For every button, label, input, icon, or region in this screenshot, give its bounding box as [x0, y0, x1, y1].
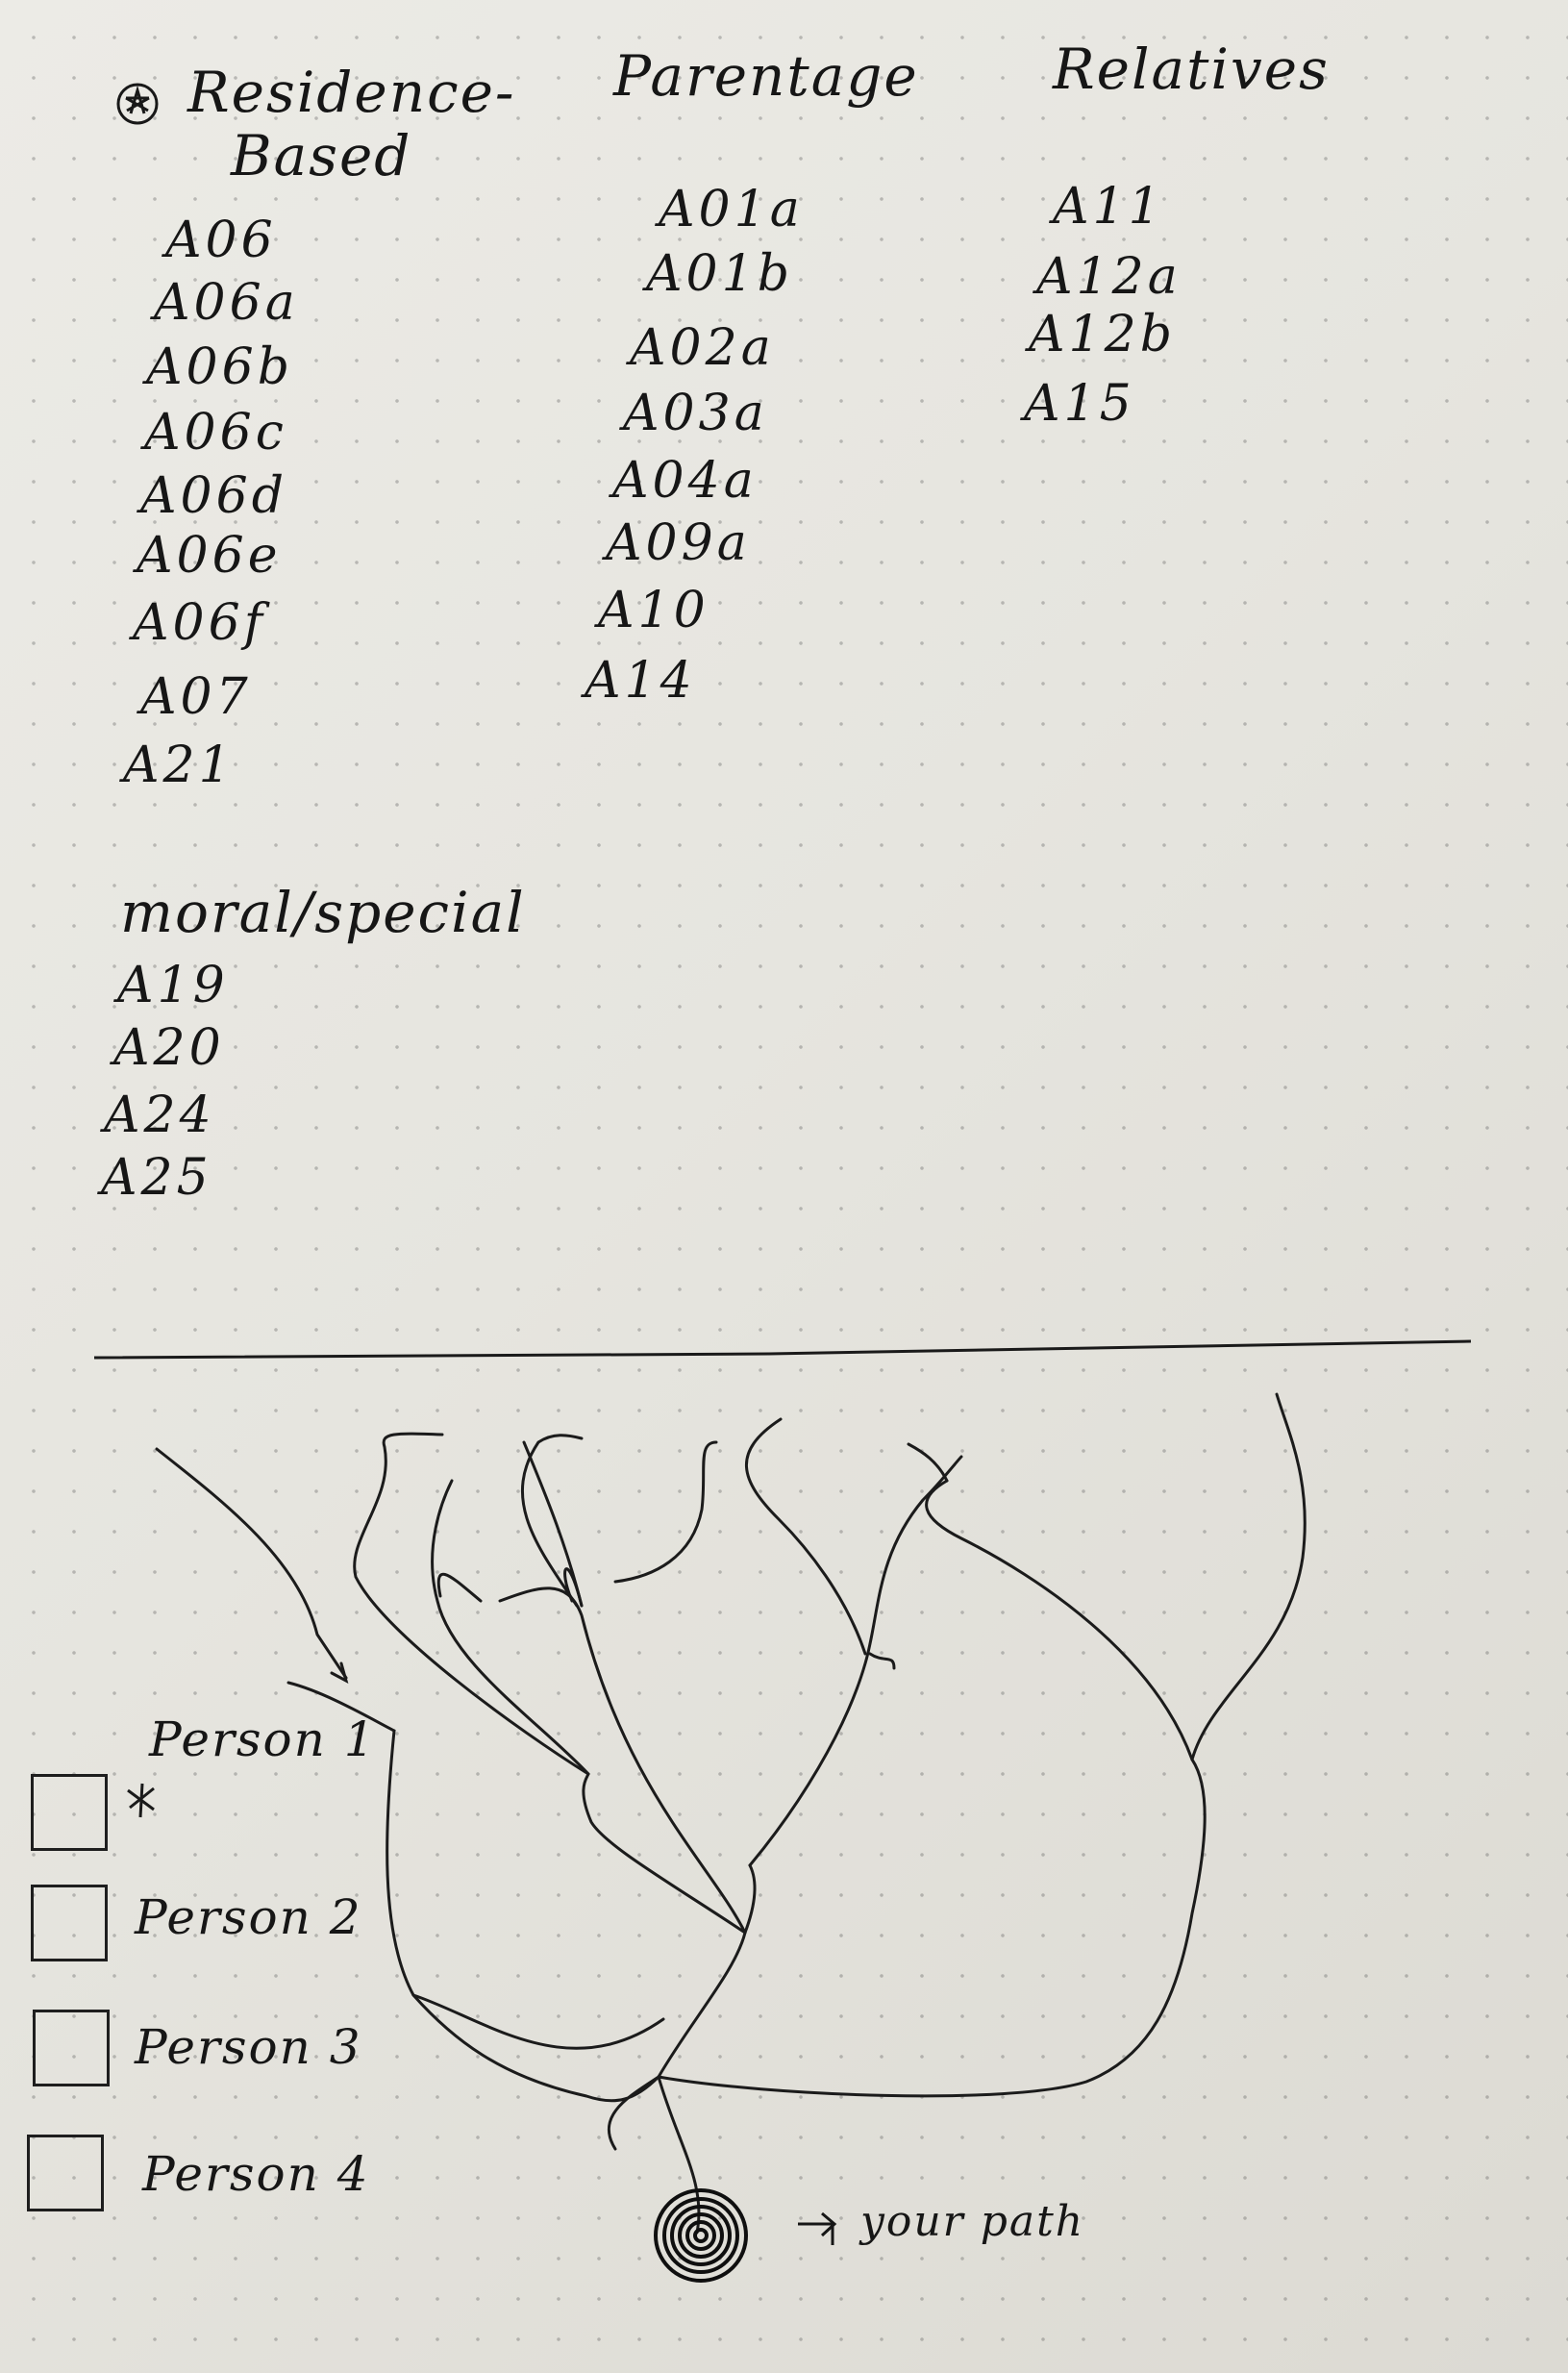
pathway-tree-drawing	[155, 1392, 1307, 2235]
parentage-item: A14	[585, 652, 696, 710]
header-residence-line1: Residence-	[187, 60, 516, 125]
moral-special-item: A24	[104, 1087, 215, 1144]
divider-line	[93, 1339, 1472, 1360]
parentage-item: A10	[598, 582, 709, 639]
moral-special-item: A19	[117, 957, 229, 1014]
target-spiral-icon	[654, 2188, 748, 2283]
person-1-label: Person 1	[149, 1711, 377, 1767]
person-4-checkbox[interactable]	[27, 2135, 104, 2211]
person-2-label: Person 2	[135, 1889, 362, 1945]
circled-star-icon	[116, 83, 159, 125]
residence-item: A06f	[133, 594, 266, 652]
relatives-item: A12b	[1029, 306, 1177, 363]
residence-item: A07	[140, 668, 252, 726]
residence-item: A06d	[140, 467, 288, 525]
your-path-label: your path	[860, 2197, 1085, 2246]
relatives-item: A12a	[1036, 248, 1182, 306]
star-mark-icon	[127, 1783, 155, 1818]
parentage-item: A09a	[606, 514, 751, 572]
person-1-checkbox[interactable]	[31, 1774, 108, 1851]
moral-special-title: moral/special	[120, 880, 526, 945]
residence-item: A21	[123, 737, 235, 794]
parentage-item: A01a	[659, 181, 804, 238]
arrow-right-icon	[798, 2211, 837, 2245]
relatives-item: A15	[1024, 375, 1135, 433]
moral-special-item: A20	[113, 1019, 225, 1077]
parentage-item: A04a	[612, 452, 758, 510]
person-4-label: Person 4	[142, 2146, 370, 2202]
moral-special-item: A25	[101, 1149, 212, 1207]
header-relatives: Relatives	[1053, 37, 1330, 102]
parentage-item: A03a	[623, 385, 768, 442]
residence-item: A06e	[137, 527, 282, 585]
residence-item: A06c	[144, 404, 287, 462]
header-parentage: Parentage	[613, 43, 919, 109]
residence-item: A06a	[154, 274, 299, 332]
header-residence-line2: Based	[231, 123, 412, 188]
relatives-item: A11	[1053, 178, 1164, 236]
parentage-item: A01b	[646, 245, 794, 303]
person-2-checkbox[interactable]	[31, 1885, 108, 1961]
person-3-label: Person 3	[135, 2019, 362, 2075]
person-3-checkbox[interactable]	[33, 2010, 110, 2086]
parentage-item: A02a	[630, 319, 775, 377]
residence-item: A06b	[146, 338, 294, 396]
residence-item: A06	[165, 212, 277, 269]
